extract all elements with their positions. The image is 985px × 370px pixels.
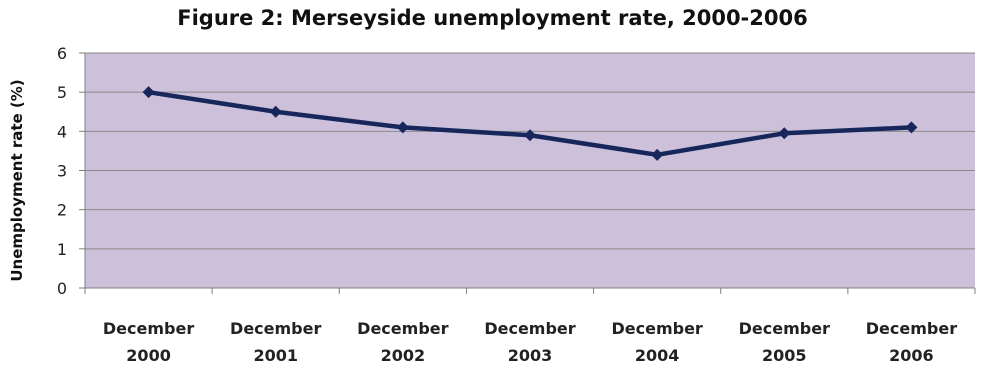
data-point-0 xyxy=(142,86,155,99)
x-tick-label-line: December xyxy=(866,319,957,338)
x-tick-label-2: December 2002 xyxy=(357,319,448,365)
data-point-6 xyxy=(905,121,918,134)
x-tick-label-line: 2006 xyxy=(889,346,934,365)
x-tick-label-line: December xyxy=(357,319,448,338)
data-point-2 xyxy=(396,121,409,134)
axes xyxy=(84,53,976,294)
y-tick-label-5: 5 xyxy=(57,83,67,102)
x-tick-label-line: December xyxy=(611,319,702,338)
x-tick-label-5: December 2005 xyxy=(739,319,830,365)
y-tick-label-4: 4 xyxy=(57,122,67,141)
y-tick-label-1: 1 xyxy=(57,240,67,259)
y-tick-label-0: 0 xyxy=(57,279,67,298)
x-tick-label-line: 2001 xyxy=(253,346,298,365)
x-tick-label-line: 2005 xyxy=(762,346,807,365)
x-tick-label-4: December 2004 xyxy=(611,319,702,365)
x-tick-label-line: 2003 xyxy=(508,346,553,365)
x-tick-label-line: December xyxy=(103,319,194,338)
series xyxy=(142,86,918,161)
y-tick-label-2: 2 xyxy=(57,201,67,220)
data-point-3 xyxy=(524,129,536,142)
y-tick-labels: 0 1 2 3 4 5 6 xyxy=(57,44,67,298)
data-point-4 xyxy=(651,148,664,161)
data-point-1 xyxy=(269,105,282,118)
y-axis-label: Unemployment rate (%) xyxy=(8,79,26,281)
x-tick-label-0: December 2000 xyxy=(103,319,194,365)
x-tick-label-line: 2004 xyxy=(635,346,680,365)
x-tick-label-line: December xyxy=(484,319,575,338)
x-tick-label-1: December 2001 xyxy=(230,319,321,365)
data-point-5 xyxy=(778,127,791,140)
y-tick-label-3: 3 xyxy=(57,162,67,181)
x-tick-label-3: December 2003 xyxy=(484,319,575,365)
y-tick-label-6: 6 xyxy=(57,44,67,63)
x-tick-label-line: December xyxy=(230,319,321,338)
chart-title: Figure 2: Merseyside unemployment rate, … xyxy=(177,6,808,30)
x-tick-label-6: December 2006 xyxy=(866,319,957,365)
x-tick-label-line: December xyxy=(739,319,830,338)
x-tick-label-line: 2002 xyxy=(381,346,426,365)
x-tick-label-line: 2000 xyxy=(126,346,171,365)
